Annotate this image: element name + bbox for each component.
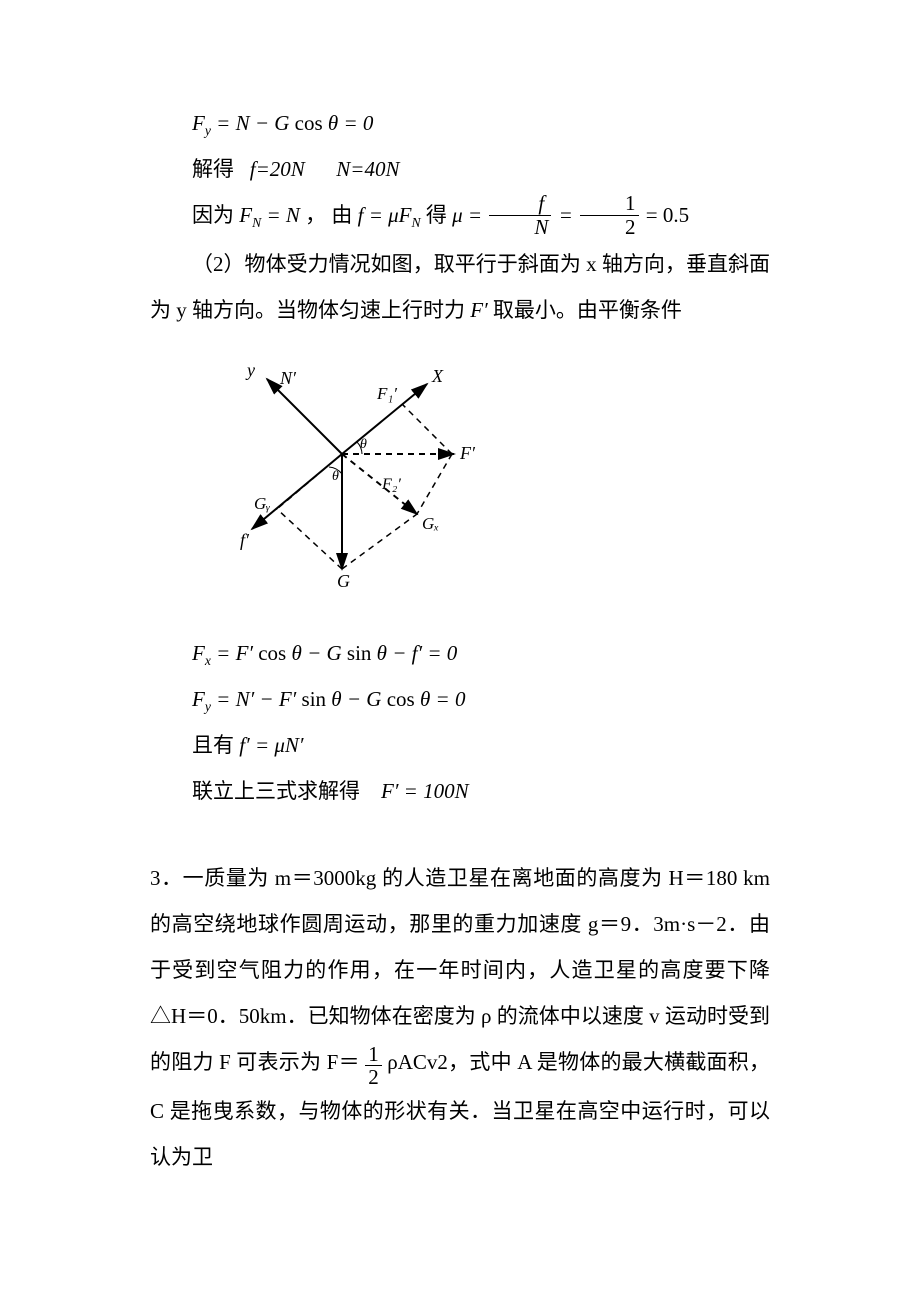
problem-3: 3．一质量为 m＝3000kg 的人造卫星在离地面的高度为 H＝180 km 的… [150,855,770,1181]
eq-result-line: 联立上三式求解得 F′ = 100N [150,768,770,814]
p3-before: 3．一质量为 m＝3000kg 的人造卫星在离地面的高度为 H＝180 km 的… [150,866,770,1075]
eq-fx-line: Fx = F′ cos θ − G sin θ − f′ = 0 [150,630,770,676]
label-gx: Gₓ [422,514,439,533]
eq-fn-n: FN = N [239,203,300,227]
mu-because: 因为 [192,203,234,227]
label-f2p: F₂′ [381,476,401,493]
mu-frac1-num: f [489,192,551,216]
label-f1p: F₁′ [376,384,397,403]
eq-and-line: 且有 f′ = μN′ [150,722,770,768]
eq-fy-raw: Fy = N − G cos θ = 0 [192,111,373,135]
solved-line: 解得 f=20N N=40N [150,146,770,192]
mu-line: 因为 FN = N ， 由 f = μFN 得 μ = fN = 12 = 0.… [150,192,770,241]
label-n-prime: N′ [279,368,297,388]
mu-frac2-num: 1 [580,192,639,216]
dash-g-gy [277,509,342,569]
dash-g-gx [342,514,417,569]
label-g: G [337,571,350,591]
para2-b: 取最小。由平衡条件 [493,298,682,322]
vector-gx [342,454,417,514]
mu-get: 得 [426,203,447,227]
eq-result: F′ = 100N [381,779,469,803]
p3-frac-num: 1 [365,1043,382,1066]
mu-comma: ， 由 [305,203,352,227]
p3-frac: 12 [365,1043,382,1088]
mu-eq: μ = fN = 12 = 0.5 [452,203,689,227]
eq-fprime-mu: f′ = μN′ [239,733,303,757]
paragraph-2: （2）物体受力情况如图，取平行于斜面为 x 轴方向，垂直斜面为 y 轴方向。当物… [150,241,770,333]
solved-f: f=20N [250,157,305,181]
force-diagram-wrap: y N′ X F₁′ F′ θ θ F₂′ Gₓ Gᵧ f′ G [150,344,770,620]
dash-f2 [417,454,452,514]
spacer [150,815,770,855]
eq-fy-text: Fy = N − G cos θ = 0 [192,111,373,135]
eq-fx: Fx = F′ cos θ − G sin θ − f′ = 0 [192,641,457,665]
label-fprime-friction: f′ [240,530,250,550]
vector-n-prime [267,379,342,454]
dash-f1 [402,404,452,454]
label-x: X [431,366,444,386]
label-theta-up: θ [360,437,367,452]
label-y: y [245,360,255,380]
para2-fprime: F′ [470,298,487,322]
mu-frac1-den: N [489,216,551,239]
force-diagram: y N′ X F₁′ F′ θ θ F₂′ Gₓ Gᵧ f′ G [192,344,492,604]
solved-prefix: 解得 [192,157,234,181]
solved-n: N=40N [336,157,399,181]
and-prefix: 且有 [192,733,234,757]
label-fp: F′ [459,443,476,463]
mu-rhs: = 0.5 [646,203,689,227]
p3-frac-den: 2 [365,1066,382,1088]
label-theta-dn: θ [332,469,339,484]
mu-frac2-den: 2 [580,216,639,239]
label-gy: Gᵧ [254,494,270,513]
equation-fy: Fy = N − G cos θ = 0 [150,100,770,146]
eq-fy2: Fy = N′ − F′ sin θ − G cos θ = 0 [192,687,465,711]
eq-f-mufn: f = μFN [358,203,421,227]
eq-fy2-line: Fy = N′ − F′ sin θ − G cos θ = 0 [150,676,770,722]
solve-prefix: 联立上三式求解得 [192,779,360,803]
